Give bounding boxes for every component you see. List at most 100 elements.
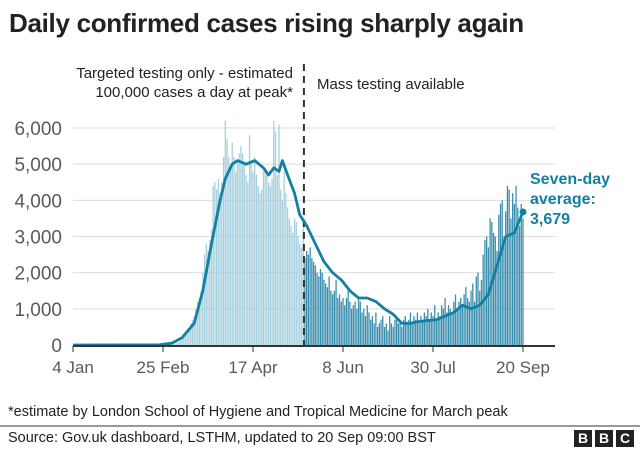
daily-bar xyxy=(264,167,266,345)
daily-bar xyxy=(297,236,299,345)
daily-bar xyxy=(235,171,237,345)
daily-bar xyxy=(176,342,178,345)
daily-bar xyxy=(508,189,510,345)
daily-bar xyxy=(278,124,280,345)
daily-bar xyxy=(456,308,458,345)
daily-bar xyxy=(354,301,356,345)
daily-bar xyxy=(288,218,290,345)
daily-bar xyxy=(399,319,401,345)
daily-bar xyxy=(442,308,445,345)
daily-bar xyxy=(363,308,365,345)
annotation-before-line1: Targeted testing only - estimated xyxy=(76,65,293,82)
daily-bar xyxy=(349,301,351,345)
daily-bar xyxy=(409,312,412,345)
daily-bar xyxy=(382,316,384,345)
average-label-value: 3,679 xyxy=(530,211,571,228)
daily-bar xyxy=(280,189,282,345)
daily-bar xyxy=(252,171,254,345)
daily-bar xyxy=(248,135,251,345)
daily-bar xyxy=(460,297,462,345)
daily-bar xyxy=(458,301,460,345)
daily-bar xyxy=(219,193,221,345)
daily-bar xyxy=(195,308,197,345)
daily-bar xyxy=(238,153,240,345)
daily-bar xyxy=(366,305,368,345)
annotation-before: Targeted testing only - estimated 100,00… xyxy=(76,64,293,102)
daily-bar xyxy=(389,316,391,345)
daily-bar xyxy=(361,312,363,345)
daily-bar xyxy=(416,312,419,345)
daily-bar xyxy=(177,342,180,345)
daily-bar xyxy=(428,319,431,345)
average-label-line2: average: xyxy=(530,191,596,208)
daily-bar xyxy=(306,250,308,345)
daily-bar xyxy=(209,240,211,345)
daily-bar xyxy=(307,254,310,345)
daily-bar xyxy=(266,175,268,345)
daily-bar xyxy=(401,326,403,345)
daily-bar xyxy=(312,261,315,345)
daily-bar xyxy=(434,305,436,345)
daily-bar xyxy=(356,308,358,345)
daily-bar xyxy=(477,272,479,345)
daily-bar xyxy=(359,301,361,345)
daily-bar xyxy=(447,305,450,345)
daily-bar xyxy=(292,232,294,345)
daily-bar xyxy=(347,290,349,345)
logo-letter: B xyxy=(595,430,613,447)
daily-bar xyxy=(319,269,322,345)
daily-bar xyxy=(498,214,500,345)
daily-bar xyxy=(214,182,216,345)
daily-bar xyxy=(200,290,202,345)
daily-bar xyxy=(465,287,467,345)
daily-bar xyxy=(257,185,259,345)
daily-bar xyxy=(335,279,337,345)
daily-bar xyxy=(311,258,313,345)
daily-bar xyxy=(385,323,387,345)
daily-bar xyxy=(191,319,194,345)
daily-bar xyxy=(470,290,472,345)
daily-bar xyxy=(274,131,277,345)
daily-bar xyxy=(479,290,481,345)
daily-bar xyxy=(466,297,469,345)
daily-bar xyxy=(364,316,367,345)
daily-bar xyxy=(196,301,199,345)
x-tick-label: 17 Apr xyxy=(228,358,277,377)
y-tick-label: 5,000 xyxy=(14,155,62,176)
daily-bar xyxy=(342,297,344,345)
daily-bar xyxy=(373,323,375,345)
daily-bar xyxy=(439,316,441,345)
daily-bar xyxy=(271,178,273,345)
y-tick-label: 1,000 xyxy=(14,300,62,321)
daily-bar xyxy=(344,305,346,345)
daily-bar xyxy=(441,305,443,345)
daily-bar xyxy=(276,175,278,345)
daily-bar xyxy=(241,153,244,345)
daily-bar xyxy=(406,323,408,345)
daily-bar xyxy=(449,308,451,345)
daily-bar xyxy=(421,319,424,345)
daily-bar xyxy=(330,290,332,345)
daily-bar xyxy=(425,316,427,345)
daily-bar xyxy=(172,343,175,345)
daily-bar xyxy=(492,232,495,345)
daily-bar xyxy=(198,297,200,345)
daily-bar xyxy=(517,207,519,345)
source: Source: Gov.uk dashboard, LSTHM, updated… xyxy=(8,430,436,446)
daily-bar xyxy=(375,312,377,345)
daily-bar xyxy=(293,218,296,345)
footnote: *estimate by London School of Hygiene an… xyxy=(8,404,508,420)
daily-bar xyxy=(259,193,261,345)
daily-bar xyxy=(202,272,204,345)
daily-bar xyxy=(515,185,517,345)
daily-bar xyxy=(243,164,245,345)
daily-bar xyxy=(451,312,453,345)
daily-bar xyxy=(432,316,434,345)
daily-bar xyxy=(210,229,213,345)
daily-bar xyxy=(397,323,400,345)
daily-bar xyxy=(331,294,334,345)
daily-bar xyxy=(221,182,223,345)
daily-bar xyxy=(321,272,323,345)
daily-bar xyxy=(446,312,448,345)
daily-bar xyxy=(261,189,263,345)
